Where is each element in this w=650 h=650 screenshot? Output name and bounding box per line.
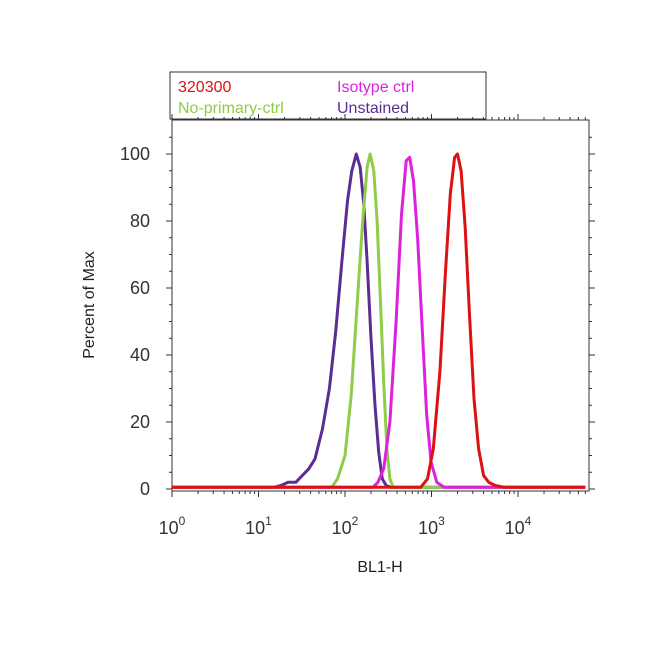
x-tick-label: 102 [332,514,359,538]
x-tick-label: 103 [418,514,445,538]
x-axis-title: BL1-H [357,559,402,576]
y-tick-label: 20 [130,412,150,432]
series-line-unstained [172,152,586,489]
x-tick-label: 100 [159,514,186,538]
axis-ticks [166,114,595,497]
y-tick-label: 0 [140,479,150,499]
legend-label-320300: 320300 [178,79,231,96]
tick-labels: 0 20 40 60 80 100 100 101 102 103 104 [120,144,532,538]
y-tick-label: 40 [130,345,150,365]
y-tick-label: 80 [130,211,150,231]
y-tick-label: 100 [120,144,150,164]
legend-box [169,71,487,120]
y-tick-label: 60 [130,278,150,298]
series-layer [172,152,586,489]
x-tick-label: 101 [245,514,272,538]
legend-label-isotype-ctrl: Isotype ctrl [337,79,414,96]
legend-label-no-primary-ctrl: No-primary-ctrl [178,100,284,117]
y-axis-title: Percent of Max [81,251,98,359]
series-line-no-primary-ctrl [172,152,586,489]
series-line-320300 [172,152,586,489]
series-line-isotype-ctrl [172,155,586,489]
x-tick-label: 104 [505,514,532,538]
legend-label-unstained: Unstained [337,100,409,117]
